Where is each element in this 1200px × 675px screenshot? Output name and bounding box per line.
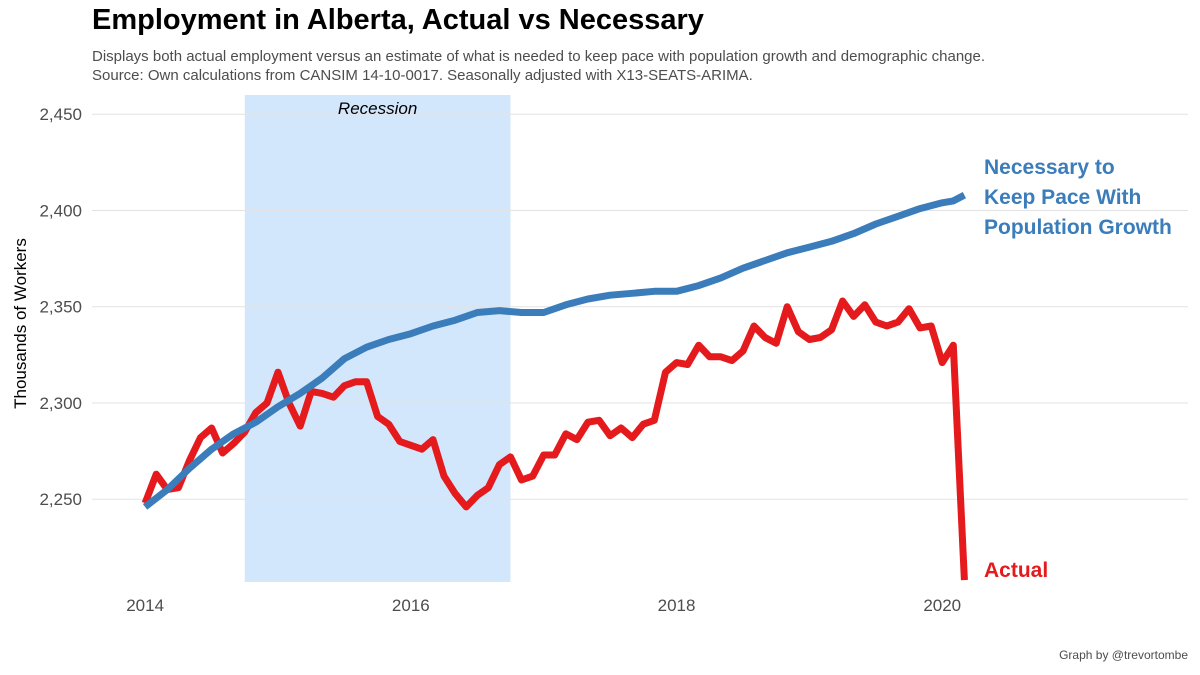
necessary-series-label: Population Growth	[984, 216, 1172, 239]
chart-title: Employment in Alberta, Actual vs Necessa…	[92, 4, 704, 36]
y-tick-label: 2,300	[39, 394, 82, 413]
y-tick-label: 2,250	[39, 490, 82, 509]
y-tick-label: 2,400	[39, 201, 82, 220]
recession-label: Recession	[338, 99, 417, 118]
chart-subtitle-line-1: Displays both actual employment versus a…	[92, 48, 986, 65]
necessary-series-line	[142, 191, 967, 510]
chart-credit: Graph by @trevortombe	[1059, 648, 1188, 662]
chart-subtitle-line-2: Source: Own calculations from CANSIM 14-…	[92, 67, 753, 84]
actual-series-label: Actual	[984, 559, 1048, 582]
x-tick-label: 2020	[923, 596, 961, 615]
x-tick-label: 2018	[658, 596, 696, 615]
x-tick-label: 2016	[392, 596, 430, 615]
y-tick-label: 2,350	[39, 298, 82, 317]
recession-shade	[244, 95, 511, 582]
y-axis-title: Thousands of Workers	[11, 238, 30, 409]
y-tick-label: 2,450	[39, 105, 82, 124]
necessary-series-label: Keep Pace With	[984, 186, 1141, 209]
actual-series-line	[141, 297, 968, 581]
x-tick-label: 2014	[126, 596, 164, 615]
necessary-series-label: Necessary to	[984, 156, 1115, 179]
